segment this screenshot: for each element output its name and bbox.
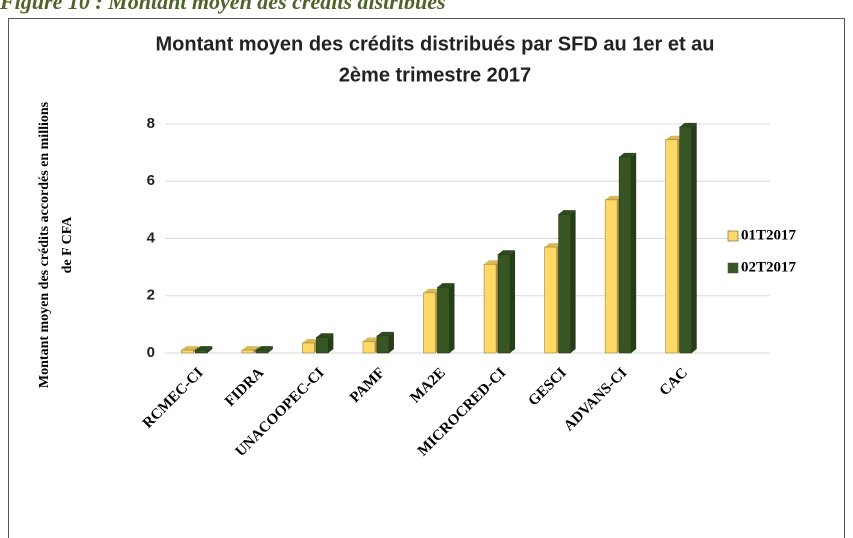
bar — [544, 246, 557, 354]
bar-top — [665, 135, 683, 140]
bar-top — [241, 346, 259, 351]
legend-label: 01T2017 — [741, 227, 797, 243]
chart-frame — [8, 18, 845, 538]
bar — [423, 292, 436, 354]
y-tick-label: 8 — [147, 115, 155, 132]
x-tick-label: MA2E — [407, 365, 448, 406]
bar-top — [316, 333, 334, 338]
bar — [376, 335, 390, 354]
bar-side — [388, 331, 394, 353]
y-tick-label: 6 — [147, 172, 155, 189]
bar-side — [253, 346, 259, 353]
bar-top — [437, 283, 455, 288]
bar-top — [619, 152, 637, 157]
bar-side — [631, 152, 637, 353]
bar — [618, 156, 632, 354]
bar-top — [605, 195, 623, 200]
figure-caption: Figure 10 : Montant moyen des crédits di… — [0, 0, 446, 14]
bar — [437, 286, 450, 354]
legend-label: 02T2017 — [741, 259, 797, 275]
x-tick-label: ADVANS-CI — [561, 365, 631, 435]
bar-side — [691, 122, 697, 353]
bar-side — [449, 283, 455, 353]
x-tick-label: CAC — [657, 365, 691, 399]
bar-top — [423, 288, 441, 293]
bar-top — [362, 337, 380, 342]
bar-top — [376, 331, 394, 336]
bar — [180, 349, 194, 354]
bar-top — [679, 122, 697, 127]
bar-top — [484, 260, 502, 265]
bar — [362, 341, 376, 354]
chart-title: Montant moyen des crédits distribués par… — [155, 33, 714, 55]
y-tick-label: 2 — [147, 287, 155, 304]
bar-top — [302, 338, 320, 343]
bar-top — [195, 346, 213, 351]
y-axis-label: Montant moyen des crédits accordés en mi… — [37, 101, 52, 388]
bar-top — [255, 346, 273, 351]
bar — [194, 349, 208, 354]
x-tick-label: RCMEC-CI — [140, 365, 207, 432]
bar — [316, 336, 329, 354]
legend-swatch — [727, 230, 739, 242]
bar-side — [207, 346, 213, 353]
bar — [241, 349, 255, 354]
bar-top — [498, 250, 516, 255]
bar-side — [510, 250, 516, 353]
bar-top — [558, 210, 576, 215]
bar — [665, 139, 679, 354]
bar — [483, 263, 497, 354]
x-tick-label: GESCI — [526, 365, 570, 409]
bar — [604, 199, 618, 354]
bar-side — [193, 346, 199, 353]
y-tick-label: 0 — [147, 344, 155, 361]
x-tick-label: PAMF — [347, 365, 388, 406]
bar — [302, 342, 315, 354]
bar-side — [328, 333, 334, 353]
y-tick-label: 4 — [147, 229, 156, 246]
chart-title: 2ème trimestre 2017 — [339, 64, 531, 86]
bar-side — [267, 346, 273, 353]
bar — [497, 253, 511, 354]
bar-top — [544, 243, 562, 248]
y-axis-label: de F CFA — [60, 216, 75, 274]
x-tick-label: FIDRA — [222, 365, 267, 410]
bar-top — [181, 346, 199, 351]
bar — [679, 126, 693, 354]
bar — [558, 213, 571, 354]
legend-swatch — [727, 262, 739, 274]
bar — [255, 349, 269, 354]
bar-side — [570, 210, 576, 353]
